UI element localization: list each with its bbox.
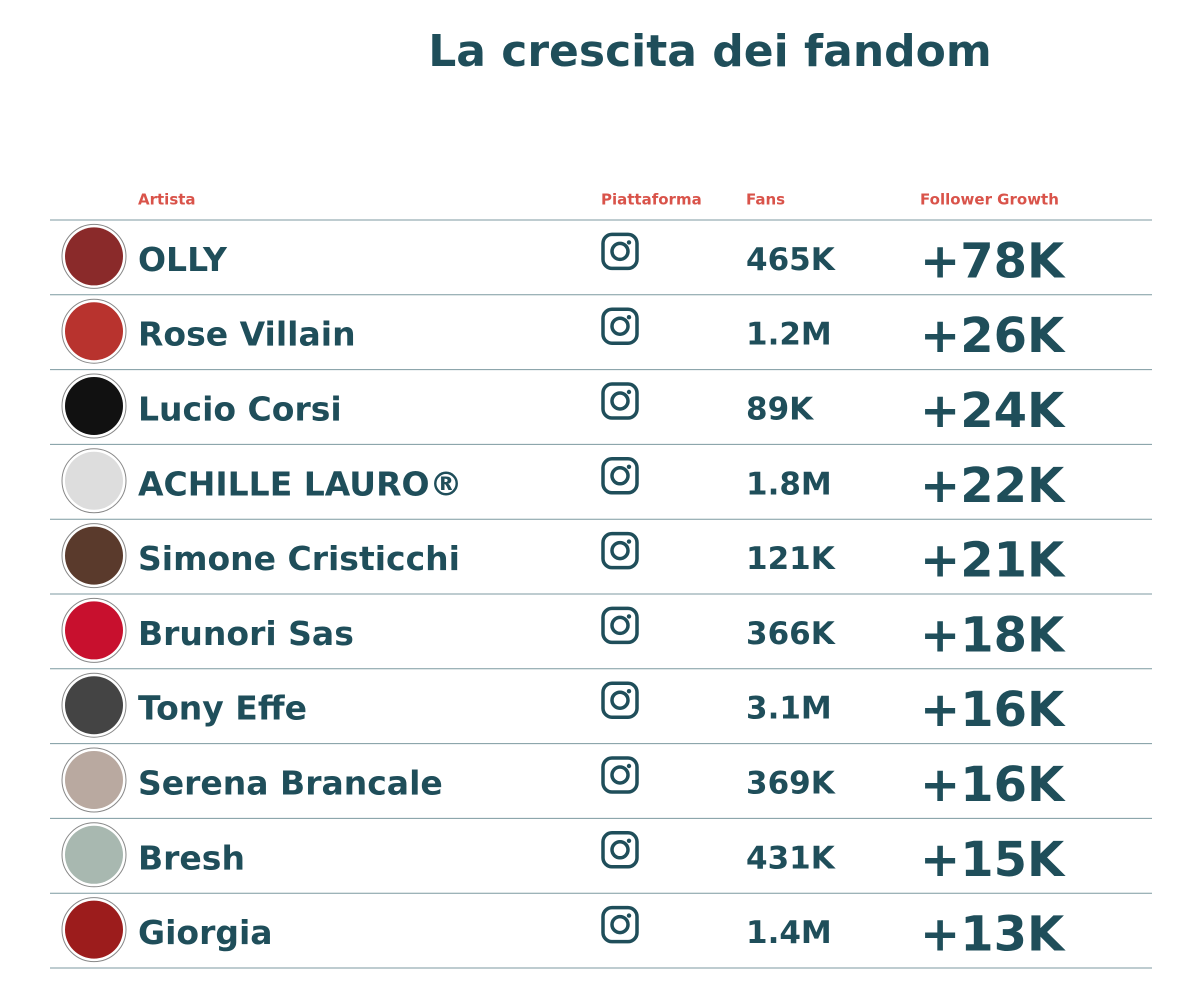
- icon-outline: [601, 232, 639, 271]
- icon-dot: [626, 389, 632, 395]
- column-header: Fans: [746, 191, 785, 209]
- artist-name: Lucio Corsi: [138, 390, 342, 429]
- follower-growth: +15K: [920, 832, 1066, 888]
- icon-outline: [601, 756, 639, 794]
- icon-outline: [601, 457, 639, 495]
- follower-growth: +18K: [920, 607, 1066, 663]
- follower-growth: +16K: [920, 682, 1066, 738]
- fans: 465K: [746, 242, 836, 278]
- follower-growth: +13K: [920, 907, 1066, 963]
- icon-dot: [626, 689, 632, 694]
- follower-growth: +16K: [920, 757, 1066, 813]
- icon-dot: [626, 315, 632, 320]
- artist-name: Tony Effe: [138, 689, 307, 728]
- icon-dot: [626, 913, 632, 918]
- icon-dot: [626, 240, 632, 245]
- avatar: [65, 526, 123, 585]
- icon-lens: [610, 540, 630, 561]
- fans: 3.1M: [746, 691, 832, 727]
- icon-lens: [610, 690, 630, 710]
- artist-name: ACHILLE LAURO®: [138, 464, 463, 503]
- icon-lens: [610, 241, 630, 262]
- avatar: [65, 900, 123, 959]
- title: La crescita dei fandom: [428, 26, 992, 77]
- artist-name: OLLY: [138, 240, 228, 279]
- icon-outline: [601, 606, 639, 645]
- fans: 1.4M: [746, 915, 832, 951]
- instagram-icon: [601, 606, 639, 645]
- fans: 369K: [746, 766, 836, 802]
- follower-growth: +21K: [920, 533, 1066, 589]
- avatar: [65, 451, 123, 510]
- avatar: [65, 825, 123, 884]
- icon-dot: [626, 838, 632, 843]
- avatar: [65, 302, 123, 361]
- instagram-icon: [601, 681, 639, 719]
- avatar: [65, 227, 123, 286]
- follower-growth: +22K: [920, 458, 1066, 514]
- artist-name: Rose Villain: [138, 315, 356, 354]
- instagram-icon: [601, 531, 639, 570]
- column-header: Piattaforma: [601, 191, 702, 209]
- icon-dot: [626, 464, 632, 469]
- instagram-icon: [601, 457, 639, 495]
- icon-dot: [626, 539, 632, 544]
- fans: 366K: [746, 616, 836, 652]
- instagram-icon: [601, 232, 639, 271]
- fans: 431K: [746, 840, 836, 876]
- fans: 1.2M: [746, 317, 832, 353]
- icon-lens: [610, 765, 630, 785]
- avatar: [65, 377, 123, 435]
- instagram-icon: [601, 831, 639, 869]
- artist-name: Brunori Sas: [138, 614, 354, 653]
- avatar: [65, 601, 123, 660]
- icon-lens: [610, 615, 630, 636]
- artist-name: Bresh: [138, 838, 245, 877]
- icon-lens: [610, 316, 630, 336]
- icon-outline: [601, 307, 639, 345]
- icon-outline: [601, 382, 639, 420]
- icon-outline: [601, 681, 639, 719]
- follower-growth: +78K: [920, 233, 1066, 289]
- avatar: [65, 751, 123, 809]
- avatar: [65, 676, 123, 735]
- follower-growth: +26K: [920, 308, 1066, 364]
- icon-lens: [610, 840, 630, 860]
- icon-outline: [601, 531, 639, 570]
- icon-outline: [601, 831, 639, 869]
- instagram-icon: [601, 307, 639, 345]
- instagram-icon: [601, 756, 639, 794]
- icon-dot: [626, 614, 632, 619]
- artist-name: Giorgia: [138, 913, 273, 952]
- icon-outline: [601, 905, 639, 944]
- artist-name: Simone Cristicchi: [138, 539, 460, 578]
- fans: 121K: [746, 541, 836, 577]
- fans: 1.8M: [746, 466, 832, 502]
- icon-lens: [610, 391, 630, 411]
- instagram-icon: [601, 905, 639, 944]
- column-header: Follower Growth: [920, 191, 1059, 209]
- icon-lens: [610, 914, 630, 935]
- instagram-icon: [601, 382, 639, 420]
- icon-dot: [626, 763, 632, 769]
- follower-growth: +24K: [920, 383, 1066, 439]
- artist-name: Serena Brancale: [138, 764, 443, 803]
- icon-lens: [610, 466, 630, 486]
- fans: 89K: [746, 392, 814, 428]
- column-header: Artista: [138, 191, 196, 209]
